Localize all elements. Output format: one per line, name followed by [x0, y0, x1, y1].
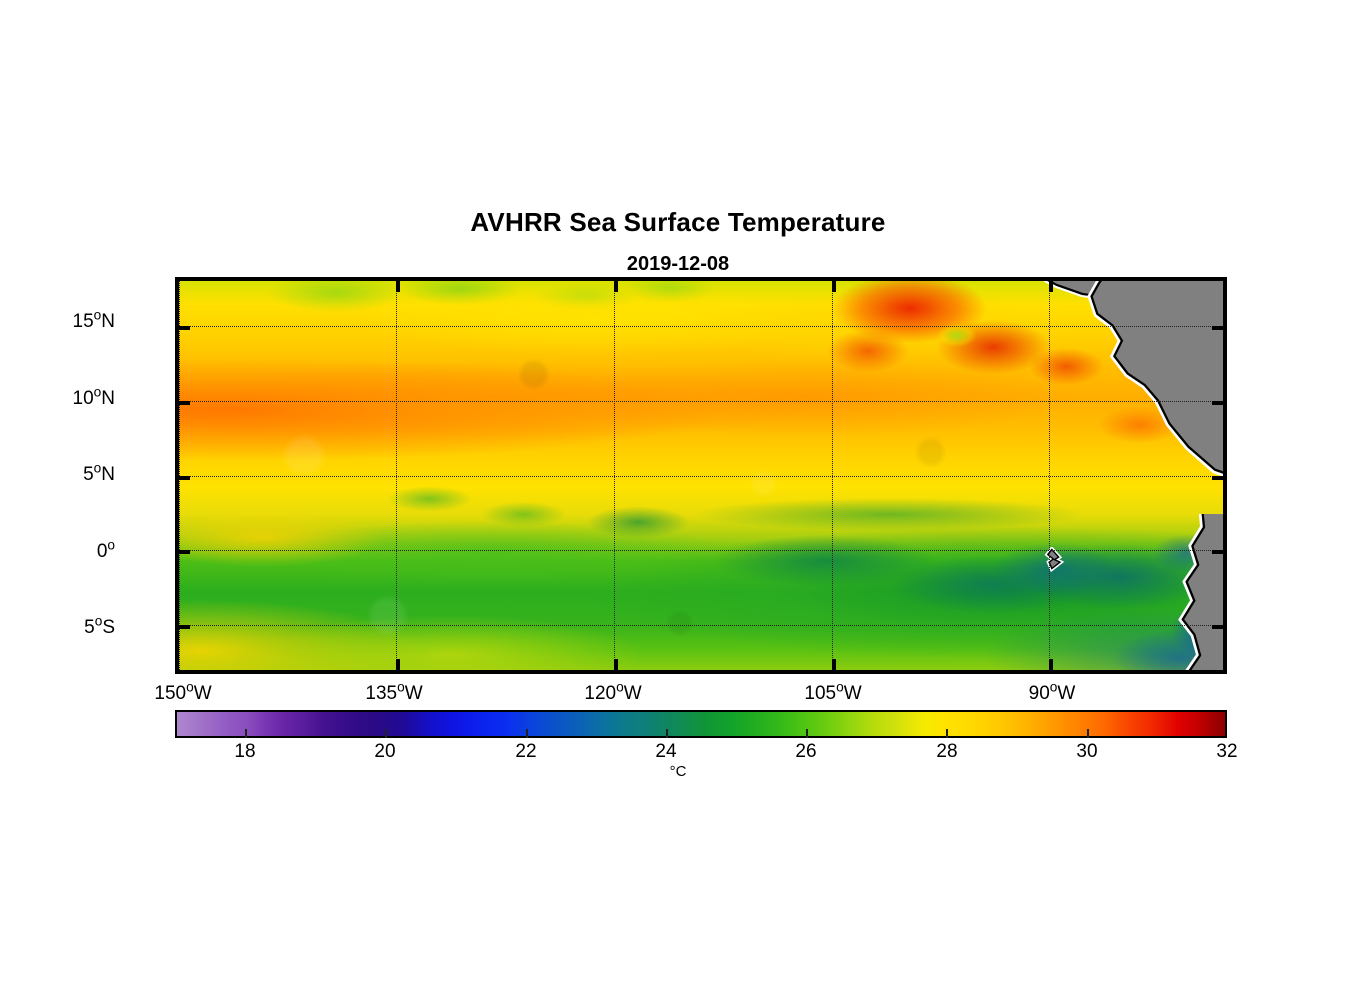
gridline-lon-105w	[831, 281, 833, 670]
xtick-mark-bottom-90w	[1048, 659, 1053, 670]
colorbar-tick-18	[245, 729, 248, 738]
colorbar-label-20: 20	[374, 741, 396, 762]
ytick-mark-0	[179, 550, 190, 555]
colorbar-gradient	[175, 710, 1227, 738]
xtick-mark-bottom-120w	[614, 659, 619, 670]
xtick-label-120w: 120oW	[584, 679, 642, 704]
xtick-mark-bottom-135w	[396, 659, 401, 670]
xtick-mark-120w	[614, 281, 619, 292]
ytick-mark-right-5s	[1212, 625, 1223, 630]
ytick-mark-5n	[179, 475, 190, 480]
landmass-galapagos-islands	[1041, 547, 1068, 573]
landmass-south-america	[1150, 514, 1223, 670]
colorbar-label-30: 30	[1076, 741, 1098, 762]
colorbar-tick-28	[946, 729, 949, 738]
colorbar-tick-22	[525, 729, 528, 738]
colorbar-label-24: 24	[655, 741, 677, 762]
gridline-lat-0	[179, 550, 1223, 552]
colorbar-tick-24	[665, 729, 668, 738]
figure-subtitle: 2019-12-08	[626, 253, 730, 275]
gridline-lat-5s	[179, 625, 1223, 627]
colorbar-tick-20	[385, 729, 388, 738]
colorbar-label-26: 26	[795, 741, 817, 762]
map-axes	[175, 277, 1227, 674]
gridline-lon-120w	[614, 281, 616, 670]
ytick-mark-5s	[179, 625, 190, 630]
xtick-mark-135w	[396, 281, 401, 292]
gridline-lat-15n	[179, 325, 1223, 327]
colorbar-label-22: 22	[515, 741, 537, 762]
ytick-mark-10n	[179, 400, 190, 405]
colorbar-tick-26	[806, 729, 809, 738]
ytick-mark-15n	[179, 325, 190, 330]
colorbar-label-32: 32	[1216, 741, 1238, 762]
xtick-mark-90w	[1048, 281, 1053, 292]
xtick-mark-bottom-105w	[831, 659, 836, 670]
colorbar-label-28: 28	[936, 741, 958, 762]
ytick-mark-right-5n	[1212, 475, 1223, 480]
gridline-lat-5n	[179, 475, 1223, 477]
xtick-mark-105w	[831, 281, 836, 292]
colorbar-label-18: 18	[234, 741, 256, 762]
gridline-lon-135w	[396, 281, 398, 670]
landmass-central-america	[1046, 281, 1223, 483]
colorbar-tick-30	[1086, 729, 1089, 738]
ytick-mark-right-15n	[1212, 325, 1223, 330]
ytick-mark-right-10n	[1212, 400, 1223, 405]
colorbar-units-label: °C	[669, 763, 687, 780]
gridline-lon-90w	[1048, 281, 1050, 670]
ytick-label-5n: 5oN	[83, 460, 115, 485]
ytick-label-15n: 15oN	[72, 307, 115, 332]
colorbar-container	[175, 710, 1227, 738]
ytick-mark-right-0	[1212, 550, 1223, 555]
xtick-label-135w: 135oW	[365, 679, 423, 704]
figure-title: AVHRR Sea Surface Temperature	[470, 207, 886, 237]
ytick-label-5s: 5oS	[84, 613, 115, 638]
ytick-label-0: 0o	[96, 537, 115, 562]
ytick-label-10n: 10oN	[72, 384, 115, 409]
xtick-label-90w: 90oW	[1028, 679, 1076, 704]
gridline-lat-10n	[179, 400, 1223, 402]
xtick-label-105w: 105oW	[804, 679, 862, 704]
xtick-label-150w: 150oW	[154, 679, 212, 704]
